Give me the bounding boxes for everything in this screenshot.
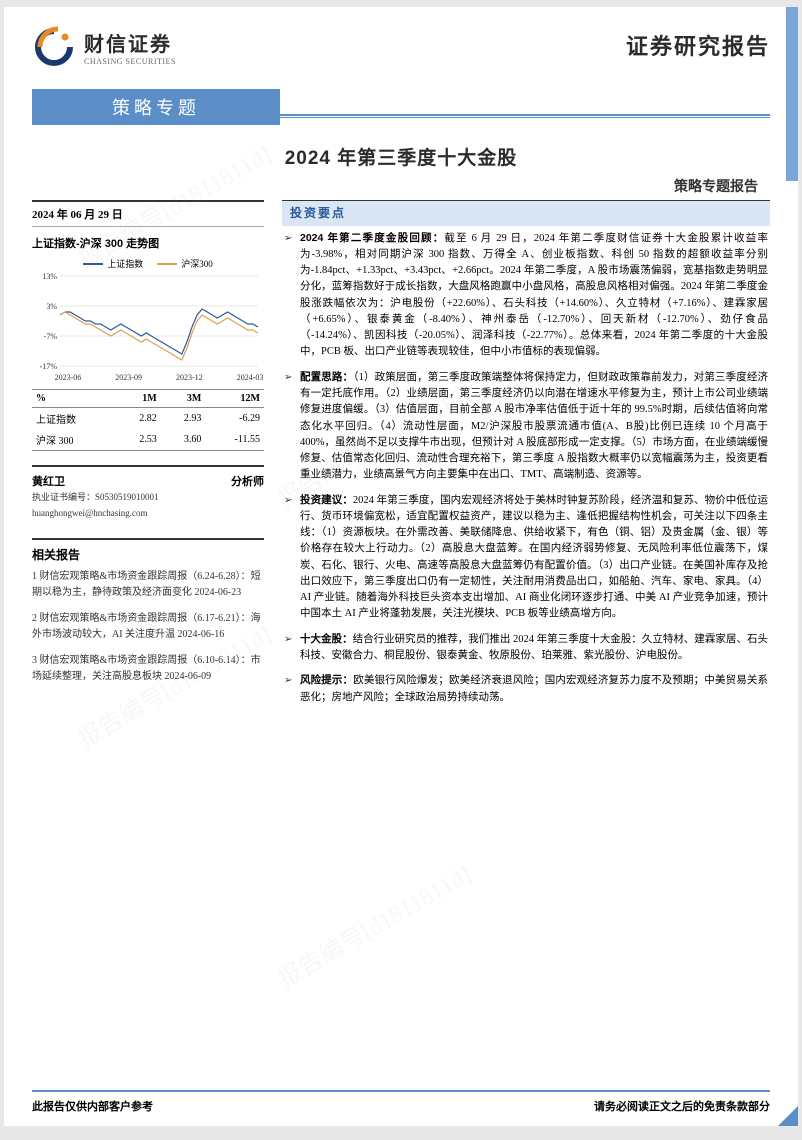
analyst-role: 分析师 xyxy=(231,473,264,489)
analyst-name: 黄红卫 xyxy=(32,473,65,489)
analyst-license: 执业证书编号：S0530519010001 xyxy=(32,491,264,505)
analyst-email: huanghongwei@hnchasing.com xyxy=(32,507,264,521)
performance-table: %1M3M12M 上证指数2.822.93-6.29沪深 3002.533.60… xyxy=(32,389,264,451)
svg-text:-17%: -17% xyxy=(40,362,58,371)
svg-text:2023-09: 2023-09 xyxy=(115,373,142,382)
svg-text:-7%: -7% xyxy=(44,332,58,341)
perf-header: 12M xyxy=(205,390,264,408)
section-header: 投资要点 xyxy=(282,200,770,226)
subtitle: 策略专题报告 xyxy=(4,176,798,196)
related-item: 3 财信宏观策略&市场资金跟踪周报（6.10-6.14）：市场延续整理，关注高股… xyxy=(32,653,264,685)
legend-sz-label: 上证指数 xyxy=(107,257,143,270)
bullet-body: 投资建议：2024 年第三季度，国内宏观经济将处于美林时钟复苏阶段，经济温和复苏… xyxy=(300,492,768,623)
chart-svg: 13% 3% -7% -17% 2023-06 2023-09 2023-12 2024-0… xyxy=(32,272,264,384)
bullet-item: ➢十大金股：结合行业研究员的推荐，我们推出 2024 年第三季度十大金股：久立特… xyxy=(284,631,768,665)
bullet-marker-icon: ➢ xyxy=(284,672,300,706)
svg-text:13%: 13% xyxy=(42,272,57,281)
bullet-item: ➢配置思路：（1）政策层面，第三季度政策端整体将保持定力，但财政政策靠前发力，对… xyxy=(284,369,768,484)
related-title: 相关报告 xyxy=(32,538,264,563)
svg-text:3%: 3% xyxy=(46,302,57,311)
bullet-body: 十大金股：结合行业研究员的推荐，我们推出 2024 年第三季度十大金股：久立特材… xyxy=(300,631,768,665)
right-column: 投资要点 ➢2024 年第二季度金股回顾：截至 6 月 29 日，2024 年第… xyxy=(282,200,770,1090)
index-chart: 上证指数 沪深300 13% 3% -7% -17% 2023-06 2023-09 20… xyxy=(32,255,264,383)
svg-text:2023-06: 2023-06 xyxy=(55,373,82,382)
bullet-marker-icon: ➢ xyxy=(284,631,300,665)
chart-title: 上证指数-沪深 300 走势图 xyxy=(32,227,264,255)
bullet-body: 配置思路：（1）政策层面，第三季度政策端整体将保持定力，但财政政策靠前发力，对第… xyxy=(300,369,768,484)
logo-en: CHASING SECURITIES xyxy=(84,57,176,66)
bullet-marker-icon: ➢ xyxy=(284,230,300,361)
footer-left: 此报告仅供内部客户参考 xyxy=(32,1098,153,1114)
legend-hs-label: 沪深300 xyxy=(181,257,213,270)
corner-tab xyxy=(778,1106,798,1126)
header: 财信证券 CHASING SECURITIES 证券研究报告 xyxy=(4,7,798,83)
logo-icon xyxy=(32,25,76,69)
report-date: 2024 年 06 月 29 日 xyxy=(32,200,264,227)
svg-text:2024-03: 2024-03 xyxy=(237,373,264,382)
bullet-item: ➢风险提示：欧美银行风险爆发；欧美经济衰退风险；国内宏观经济复苏力度不及预期；中… xyxy=(284,672,768,706)
main-title: 2024 年第三季度十大金股 xyxy=(4,143,798,170)
bullet-item: ➢投资建议：2024 年第三季度，国内宏观经济将处于美林时钟复苏阶段，经济温和复… xyxy=(284,492,768,623)
related-item: 2 财信宏观策略&市场资金跟踪周报（6.17-6.21）：海外市场波动较大，AI… xyxy=(32,611,264,643)
section-band: 策略专题 xyxy=(32,89,280,125)
perf-header: 1M xyxy=(116,390,161,408)
perf-header: % xyxy=(32,390,116,408)
analyst-block: 黄红卫 分析师 执业证书编号：S0530519010001 huanghongw… xyxy=(32,465,264,520)
related-list: 1 财信宏观策略&市场资金跟踪周报（6.24-6.28）：短期以稳为主，静待政策… xyxy=(32,569,264,685)
legend-sz: 上证指数 xyxy=(83,257,143,270)
bullet-list: ➢2024 年第二季度金股回顾：截至 6 月 29 日，2024 年第二季度财信… xyxy=(282,226,770,718)
bullet-body: 2024 年第二季度金股回顾：截至 6 月 29 日，2024 年第二季度财信证… xyxy=(300,230,768,361)
table-row: 上证指数2.822.93-6.29 xyxy=(32,408,264,430)
bullet-item: ➢2024 年第二季度金股回顾：截至 6 月 29 日，2024 年第二季度财信… xyxy=(284,230,768,361)
footer: 此报告仅供内部客户参考 请务必阅读正文之后的免责条款部分 xyxy=(32,1090,770,1126)
footer-right: 请务必阅读正文之后的免责条款部分 xyxy=(594,1098,770,1114)
report-type: 证券研究报告 xyxy=(626,29,770,61)
bullet-body: 风险提示：欧美银行风险爆发；欧美经济衰退风险；国内宏观经济复苏力度不及预期；中美… xyxy=(300,672,768,706)
perf-header: 3M xyxy=(161,390,206,408)
bullet-marker-icon: ➢ xyxy=(284,369,300,484)
side-stripe xyxy=(786,7,798,181)
table-row: 沪深 3002.533.60-11.55 xyxy=(32,429,264,451)
left-column: 2024 年 06 月 29 日 上证指数-沪深 300 走势图 上证指数 沪深… xyxy=(32,200,264,1090)
header-rule xyxy=(280,114,770,118)
logo: 财信证券 CHASING SECURITIES xyxy=(32,25,176,69)
legend-hs: 沪深300 xyxy=(157,257,213,270)
svg-text:2023-12: 2023-12 xyxy=(176,373,203,382)
bullet-marker-icon: ➢ xyxy=(284,492,300,623)
related-item: 1 财信宏观策略&市场资金跟踪周报（6.24-6.28）：短期以稳为主，静待政策… xyxy=(32,569,264,601)
logo-cn: 财信证券 xyxy=(84,28,176,57)
